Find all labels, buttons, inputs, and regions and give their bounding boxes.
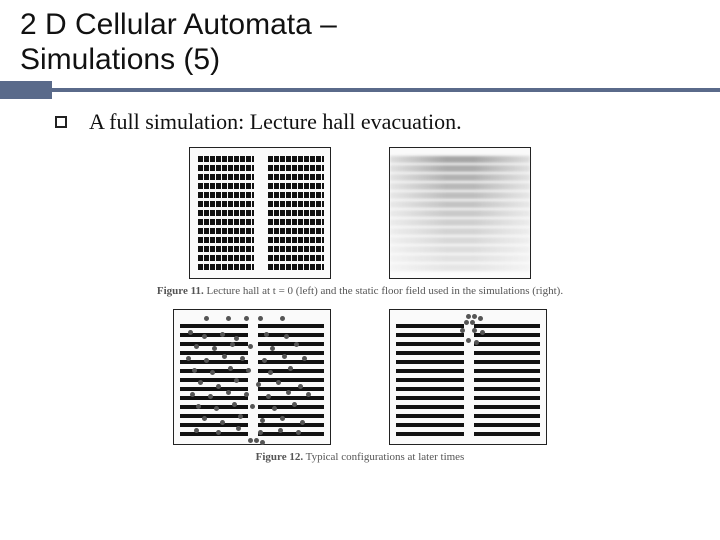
fig12-right-panel	[389, 309, 547, 445]
bullet-row: A full simulation: Lecture hall evacuati…	[0, 99, 720, 143]
bullet-square-icon	[55, 116, 67, 128]
figures-container: Figure 11. Lecture hall at t = 0 (left) …	[0, 143, 720, 471]
rule-accent-block	[0, 81, 52, 99]
figure-12-caption-text: Typical configurations at later times	[303, 451, 464, 463]
title-line-2: Simulations (5)	[20, 43, 700, 78]
figure-12-row	[173, 309, 547, 445]
slide-title-block: 2 D Cellular Automata – Simulations (5)	[0, 0, 720, 81]
figure-11-row	[189, 147, 531, 279]
figure-12-caption: Figure 12. Typical configurations at lat…	[256, 451, 465, 465]
figure-12-caption-label: Figure 12.	[256, 451, 303, 463]
fig11-right-floorfield-panel	[389, 147, 531, 279]
fig12-left-panel	[173, 309, 331, 445]
title-rule	[0, 81, 720, 99]
figure-11-caption-text: Lecture hall at t = 0 (left) and the sta…	[204, 285, 563, 297]
figure-11-caption: Figure 11. Lecture hall at t = 0 (left) …	[157, 285, 563, 299]
figure-11-caption-label: Figure 11.	[157, 285, 204, 297]
rule-line	[52, 88, 720, 92]
bullet-text: A full simulation: Lecture hall evacuati…	[89, 109, 462, 135]
fig11-left-seats-panel	[189, 147, 331, 279]
title-line-1: 2 D Cellular Automata –	[20, 8, 700, 43]
